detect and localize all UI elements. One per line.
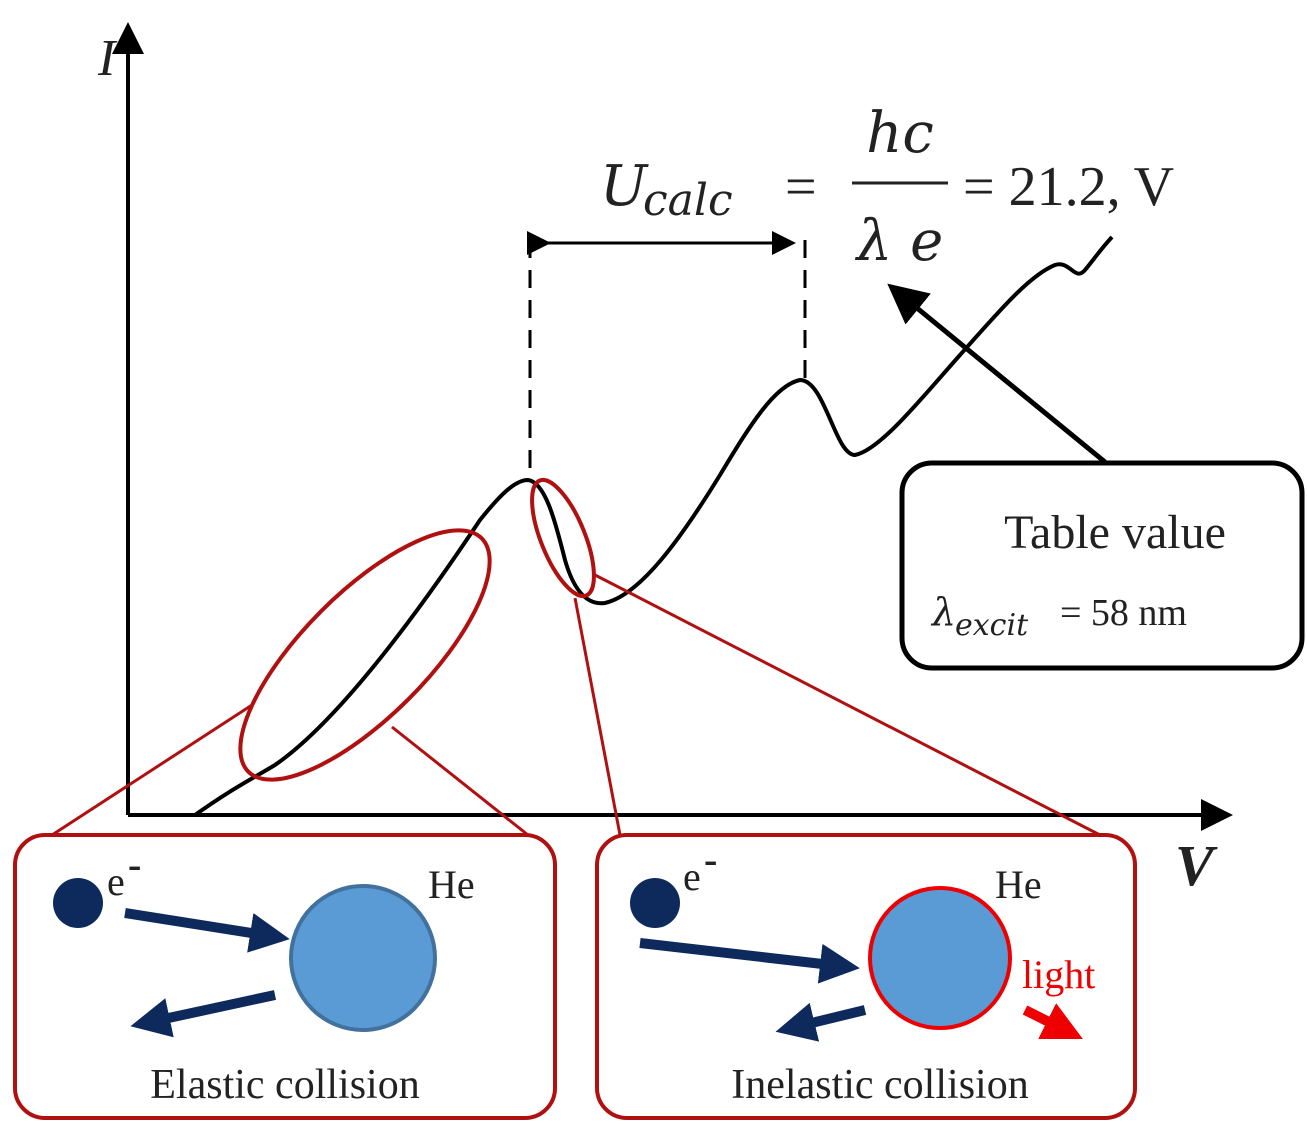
electron-label: e: [683, 854, 701, 899]
electron-charge: -: [128, 842, 141, 887]
formula-subscript: calc: [643, 175, 733, 226]
emission-label: light: [1022, 952, 1095, 997]
callout-subscript: excit: [955, 608, 1029, 643]
callout-title: Table value: [1004, 506, 1226, 559]
atom-label: He: [428, 862, 475, 907]
x-axis-label: V: [1175, 833, 1218, 898]
y-axis-label: I: [97, 30, 118, 87]
electron-charge: -: [704, 837, 717, 882]
atom: [870, 888, 1010, 1028]
atom: [291, 886, 435, 1030]
zoom-ellipse: [519, 472, 606, 603]
callout-arrow: [895, 290, 1105, 462]
formula-equals: =: [785, 156, 817, 218]
formula-numerator: hc: [866, 101, 933, 166]
electron: [53, 878, 103, 928]
diagram: I V U calc = hc λ e = 21.2, V Table valu…: [0, 0, 1307, 1124]
atom-label: He: [995, 862, 1042, 907]
formula-denominator: λ e: [855, 209, 943, 274]
zoom-line: [575, 598, 620, 835]
panel-caption: Inelastic collision: [731, 1062, 1028, 1108]
zoom-ellipse: [204, 494, 525, 815]
formula-result: = 21.2, V: [963, 156, 1174, 218]
callout-symbol: λ: [930, 590, 956, 634]
callout-value: = 58 nm: [1060, 592, 1187, 634]
electron: [630, 878, 680, 928]
electron-label: e: [107, 859, 125, 904]
zoom-line: [392, 727, 528, 835]
formula-symbol: U: [600, 154, 649, 219]
panel-caption: Elastic collision: [150, 1062, 419, 1108]
